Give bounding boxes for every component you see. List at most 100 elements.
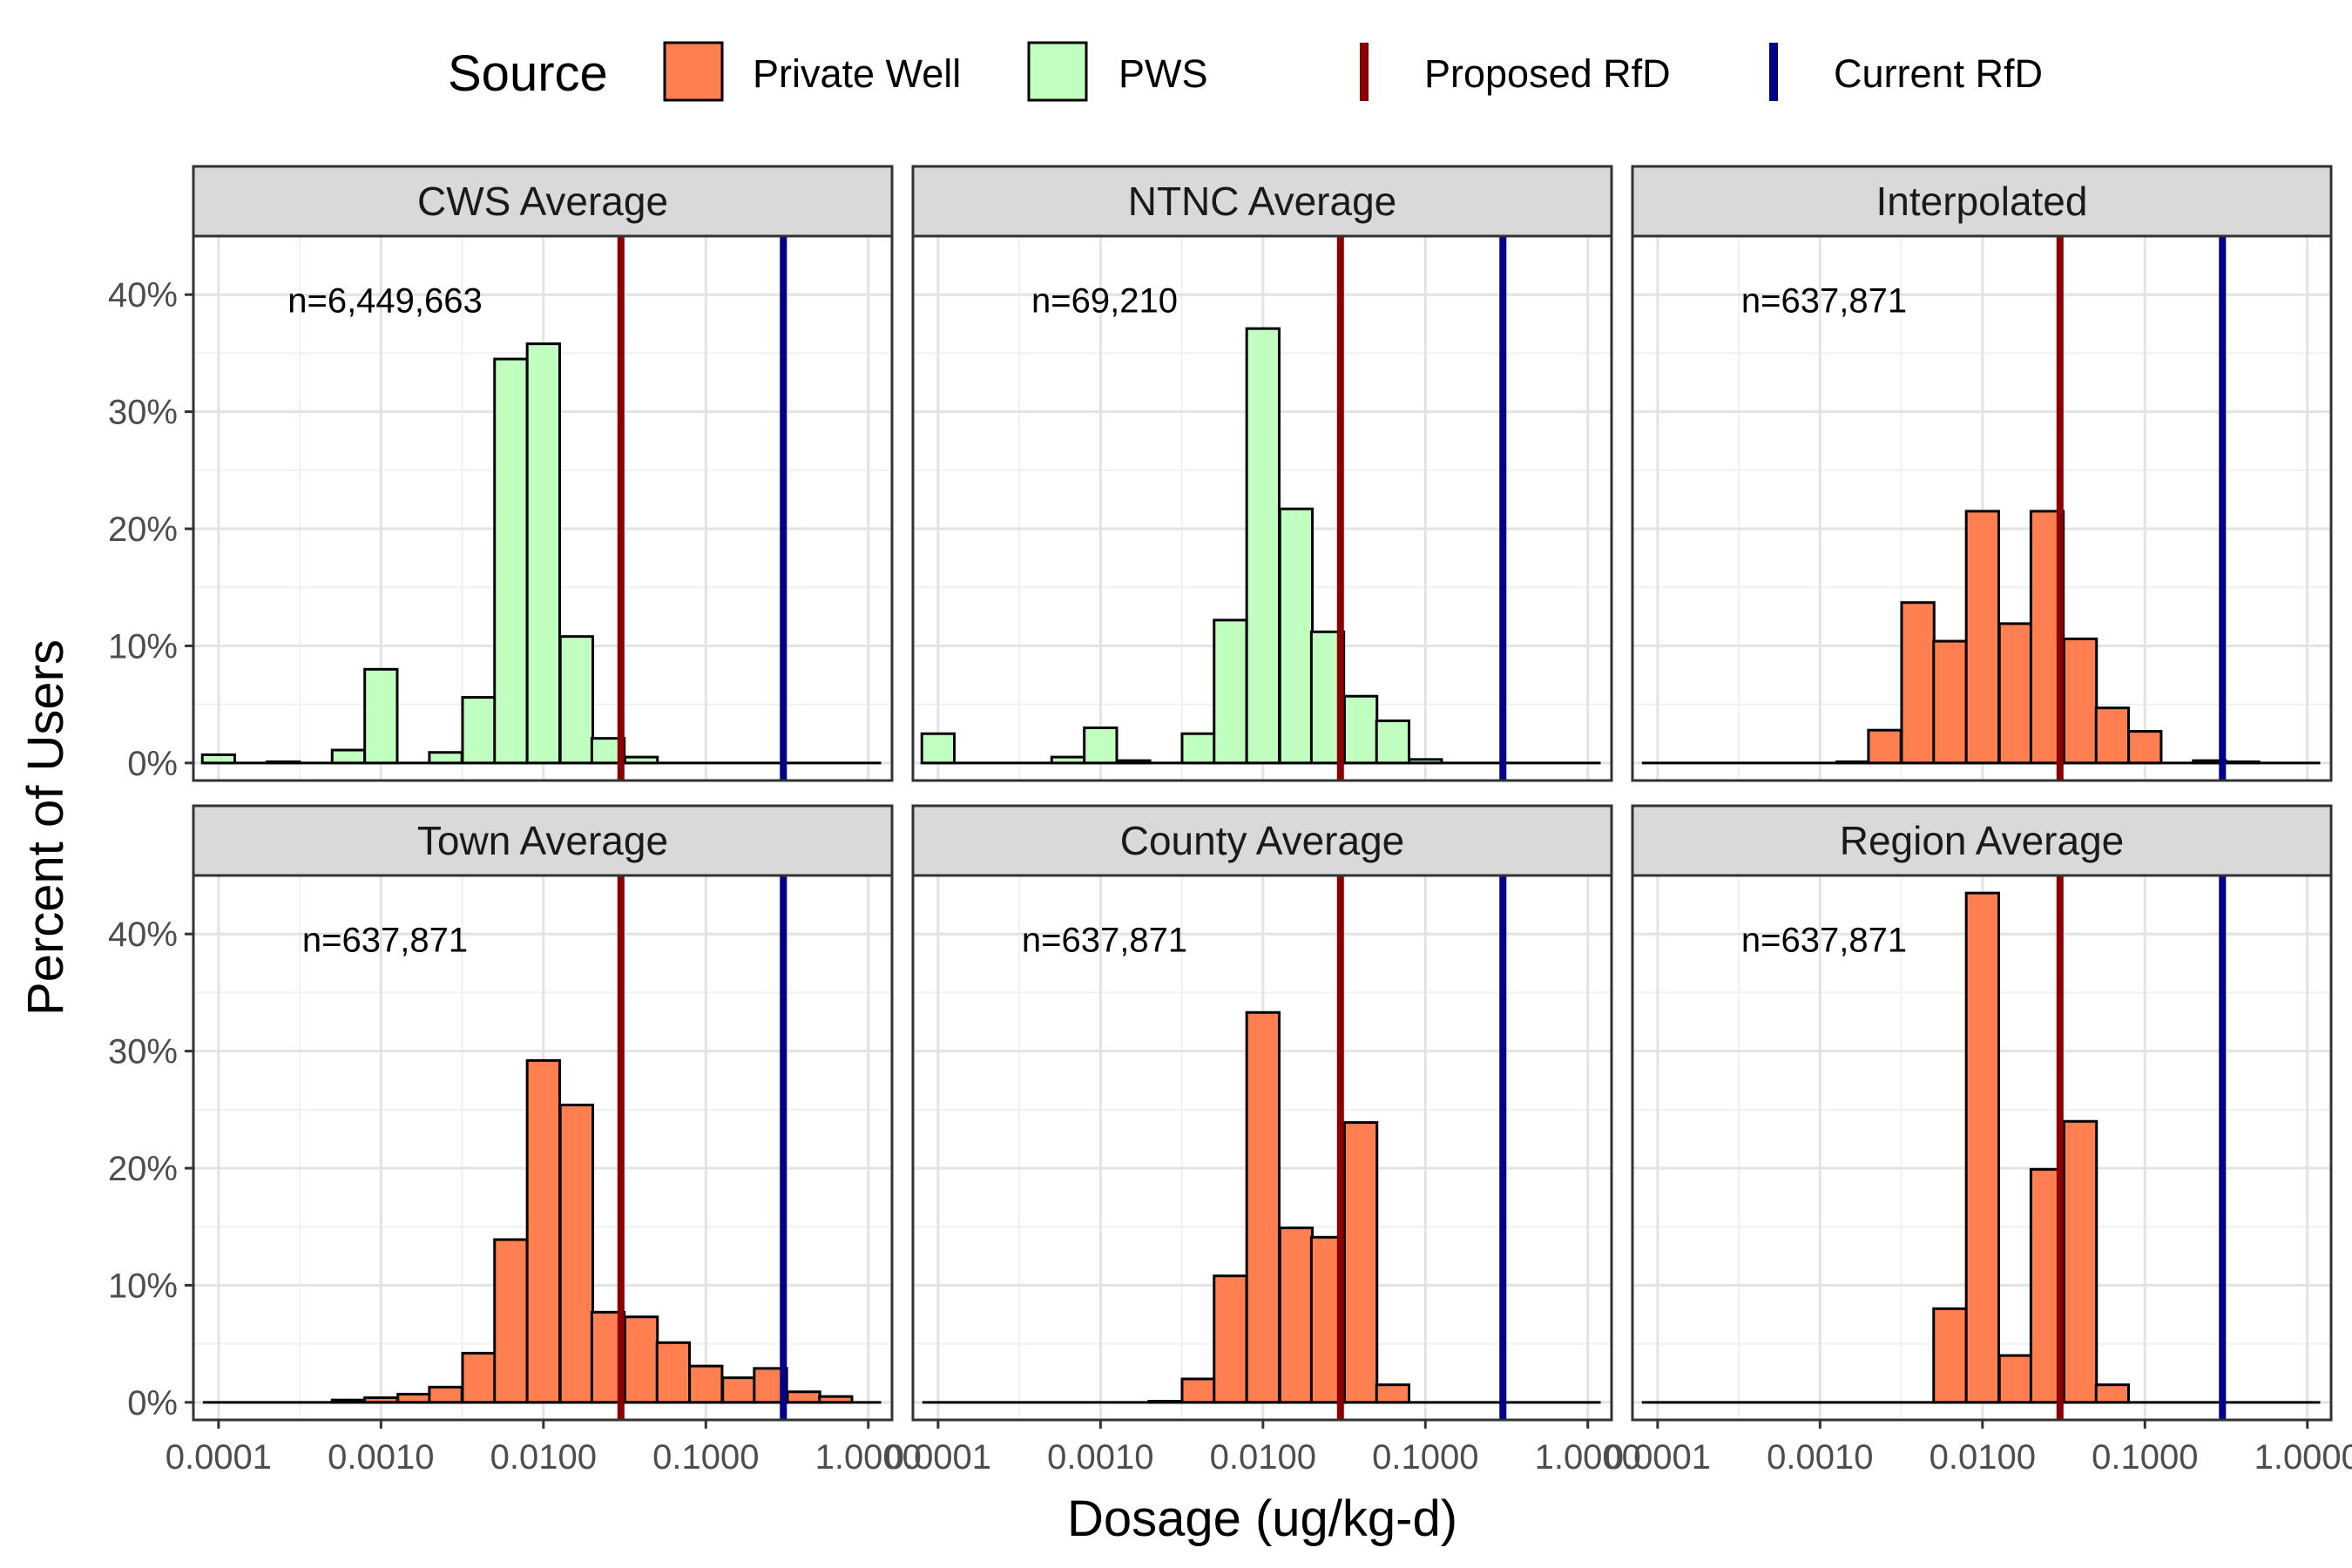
x-tick-label: 0.0001 — [1605, 1438, 1711, 1477]
histogram-bar — [396, 1392, 432, 1404]
histogram-bar — [1964, 510, 2000, 765]
facet-strip-title: Interpolated — [1876, 179, 2088, 224]
histogram-bar — [461, 696, 497, 765]
panel-region-average: n=637,871 Region Average 0.0001 0.0010 0.010… — [1605, 804, 2352, 1477]
facet-strip-title: Region Average — [1840, 818, 2125, 863]
facet-strip — [192, 165, 894, 238]
x-axis-title: Dosage (ug/kg-d) — [1067, 1490, 1457, 1547]
histogram-bar — [1278, 507, 1315, 765]
histogram-bar — [1147, 1399, 1183, 1404]
y-tick-label: 10% — [108, 627, 178, 666]
x-tick-label: 1.0000 — [1535, 1438, 1641, 1477]
y-tick-label: 40% — [108, 276, 178, 314]
histogram-bar — [558, 1103, 595, 1404]
histogram-bar — [1213, 618, 1248, 765]
x-tick-label: 0.0100 — [1930, 1438, 2036, 1477]
panel-cws-average: n=6,449,663 CWS Average 0% 10% 20% 30% 40% — [108, 165, 894, 783]
y-tick-label: 30% — [108, 394, 178, 432]
histogram-bar — [1245, 1010, 1281, 1404]
histogram-bar — [1900, 601, 1936, 765]
x-tick-label: 0.1000 — [1372, 1438, 1478, 1477]
histogram-bar — [265, 760, 301, 765]
histogram-bar — [1867, 728, 1903, 765]
histogram-bar — [363, 1396, 399, 1404]
sample-size-annotation: n=69,210 — [1031, 281, 1178, 320]
facet-strip-title: Town Average — [417, 818, 668, 863]
facet-strip-title: NTNC Average — [1128, 179, 1397, 224]
histogram-bar — [2127, 730, 2163, 765]
panel-ntnc-average: n=69,210 NTNC Average — [911, 165, 1613, 782]
histogram-bar — [1375, 719, 1411, 765]
y-tick-label: 0% — [127, 1384, 178, 1423]
x-tick-label: 0.0100 — [490, 1438, 597, 1477]
x-tick-label: 0.0001 — [166, 1438, 272, 1477]
histogram-bar — [1835, 760, 1871, 765]
sample-size-annotation: n=637,871 — [1741, 281, 1907, 320]
histogram-bar — [2094, 1383, 2131, 1404]
histogram-bar — [2094, 706, 2131, 765]
facet-strip — [911, 165, 1613, 238]
sample-size-annotation: n=637,871 — [1022, 921, 1187, 959]
legend-label-proposed-rfd: Proposed RfD — [1424, 51, 1671, 96]
histogram-bar — [920, 732, 956, 765]
histogram-bar — [428, 751, 463, 765]
legend-title: Source — [448, 45, 608, 102]
histogram-bar — [1213, 1274, 1248, 1404]
sample-size-annotation: n=637,871 — [302, 921, 468, 959]
histogram-bar — [461, 1351, 497, 1404]
histogram-bar — [1408, 758, 1443, 765]
histogram-bar — [1964, 891, 2000, 1404]
legend-swatch-private-well — [663, 41, 724, 102]
facet-panels: n=6,449,663 CWS Average 0% 10% 20% 30% 40% n=69… — [108, 165, 2352, 1477]
histogram-bar — [1997, 622, 2034, 765]
legend-label-private-well: Private Well — [753, 51, 961, 96]
y-tick-label: 0% — [127, 745, 178, 783]
histogram-bar — [1180, 732, 1216, 765]
facet-strip — [192, 804, 894, 877]
x-tick-label: 0.0001 — [885, 1438, 991, 1477]
histogram-bar — [1342, 694, 1379, 765]
histogram-bar — [655, 1341, 692, 1404]
facet-strip-title: County Average — [1120, 818, 1405, 863]
histogram-bar — [2062, 1119, 2099, 1404]
facet-strip — [1631, 165, 2333, 238]
histogram-bar — [1342, 1121, 1379, 1404]
histogram-bar — [1375, 1383, 1411, 1404]
histogram-bar — [1050, 755, 1086, 765]
panel-interpolated: n=637,871 Interpolated — [1631, 165, 2333, 782]
sample-size-annotation: n=6,449,663 — [287, 281, 483, 320]
histogram-bar — [1116, 759, 1152, 765]
histogram-bar — [1997, 1354, 2034, 1404]
y-tick-label: 20% — [108, 510, 178, 549]
panel-county-average: n=637,871 County Average 0.0001 0.0010 0.010… — [885, 804, 1641, 1477]
histogram-bar — [2062, 637, 2099, 765]
y-axis-title: Percent of Users — [17, 639, 74, 1016]
histogram-bar — [525, 342, 561, 765]
histogram-bar — [1180, 1377, 1216, 1404]
histogram-bar — [721, 1376, 757, 1404]
y-tick-label: 30% — [108, 1033, 178, 1071]
legend-label-pws: PWS — [1119, 51, 1208, 96]
legend-swatch-pws — [1027, 41, 1088, 102]
facet-strip-title: CWS Average — [417, 179, 668, 224]
histogram-bar — [786, 1390, 821, 1404]
facet-strip — [911, 804, 1613, 877]
histogram-bar — [1083, 727, 1119, 765]
panel-town-average: n=637,871 Town Average 0% 10% 20% 30% 40% 0.000… — [108, 804, 922, 1477]
y-tick-label: 10% — [108, 1267, 178, 1305]
histogram-bar — [525, 1058, 561, 1404]
legend: Source Private Well PWS Proposed RfD Cur… — [448, 41, 2043, 102]
x-tick-label: 0.1000 — [2092, 1438, 2198, 1477]
histogram-bar — [558, 635, 595, 765]
histogram-bar — [330, 1398, 367, 1404]
y-tick-label: 40% — [108, 916, 178, 954]
histogram-bar — [1278, 1227, 1315, 1404]
histogram-bar — [493, 1238, 529, 1404]
histogram-bar — [330, 748, 367, 765]
histogram-bar — [2225, 760, 2261, 765]
x-tick-label: 0.0010 — [1767, 1438, 1873, 1477]
histogram-bar — [200, 753, 237, 765]
facet-strip — [1631, 804, 2333, 877]
histogram-bar — [493, 357, 529, 765]
